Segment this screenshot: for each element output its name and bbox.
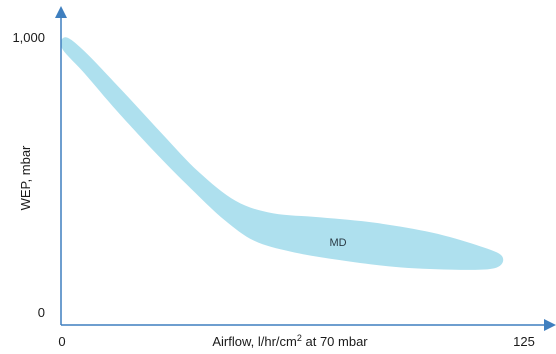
x-axis-title: Airflow, l/hr/cm2 at 70 mbar — [212, 333, 368, 349]
y-axis-title: WEP, mbar — [18, 145, 33, 210]
x-tick-label-max: 125 — [513, 334, 535, 349]
y-tick-label-max: 1,000 — [12, 30, 45, 45]
y-tick-label-min: 0 — [38, 305, 45, 320]
region-label-md: MD — [329, 237, 346, 249]
x-tick-label-min: 0 — [58, 334, 65, 349]
md-region — [60, 37, 504, 270]
